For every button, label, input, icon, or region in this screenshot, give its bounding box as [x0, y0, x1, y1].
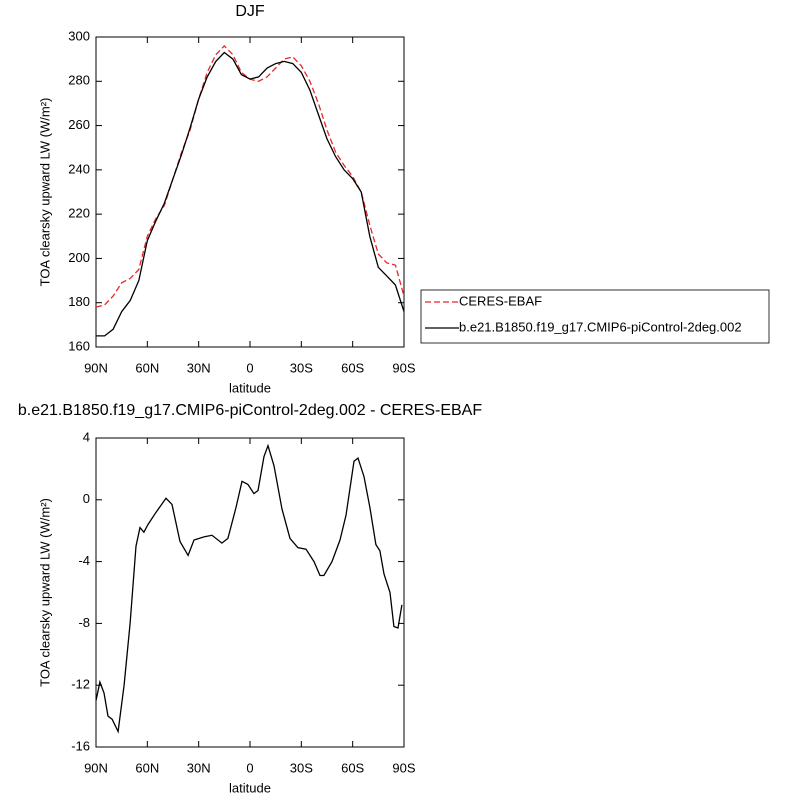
x-axis-label: latitude: [229, 380, 271, 395]
x-tick-label: 30N: [187, 360, 211, 375]
y-tick-label: 0: [83, 491, 90, 506]
x-tick-label: 90S: [392, 360, 415, 375]
chart-title: b.e21.B1850.f19_g17.CMIP6-piControl-2deg…: [18, 402, 482, 419]
y-tick-label: 160: [68, 338, 90, 353]
y-tick-label: -12: [71, 677, 90, 692]
x-tick-label: 60N: [135, 360, 159, 375]
plot-frame: [95, 36, 405, 348]
x-tick-label: 0: [246, 360, 253, 375]
x-tick-label: 30S: [290, 760, 313, 775]
legend-box: [420, 289, 770, 344]
y-axis-label: TOA clearsky upward LW (W/m²): [37, 98, 52, 287]
y-tick-label: 4: [83, 429, 90, 444]
y-axis-label: TOA clearsky upward LW (W/m²): [37, 498, 52, 687]
y-tick-label: -8: [78, 615, 90, 630]
x-tick-label: 60N: [135, 760, 159, 775]
x-tick-label: 90N: [84, 360, 108, 375]
x-axis-label: latitude: [229, 780, 271, 795]
data-line: [96, 51, 405, 337]
x-tick-label: 30N: [187, 760, 211, 775]
x-tick-label: 30S: [290, 360, 313, 375]
x-tick-label: 90N: [84, 760, 108, 775]
y-tick-label: -4: [78, 553, 90, 568]
y-tick-label: 240: [68, 161, 90, 176]
x-tick-label: 0: [246, 760, 253, 775]
y-tick-label: 200: [68, 250, 90, 265]
y-tick-label: -16: [71, 738, 90, 753]
data-line: [95, 44, 405, 308]
y-tick-label: 180: [68, 294, 90, 309]
y-tick-label: 260: [68, 117, 90, 132]
y-tick-label: 220: [68, 206, 90, 221]
y-tick-label: 280: [68, 73, 90, 88]
x-tick-label: 60S: [341, 360, 364, 375]
legend-label: CERES-EBAF: [459, 293, 542, 308]
data-line: [95, 443, 403, 734]
legend-label: b.e21.B1850.f19_g17.CMIP6-piControl-2deg…: [459, 319, 742, 334]
chart-title: DJF: [235, 3, 265, 20]
plot-frame: [95, 437, 405, 748]
y-tick-label: 300: [68, 28, 90, 43]
x-tick-label: 60S: [341, 760, 364, 775]
x-tick-label: 90S: [392, 760, 415, 775]
